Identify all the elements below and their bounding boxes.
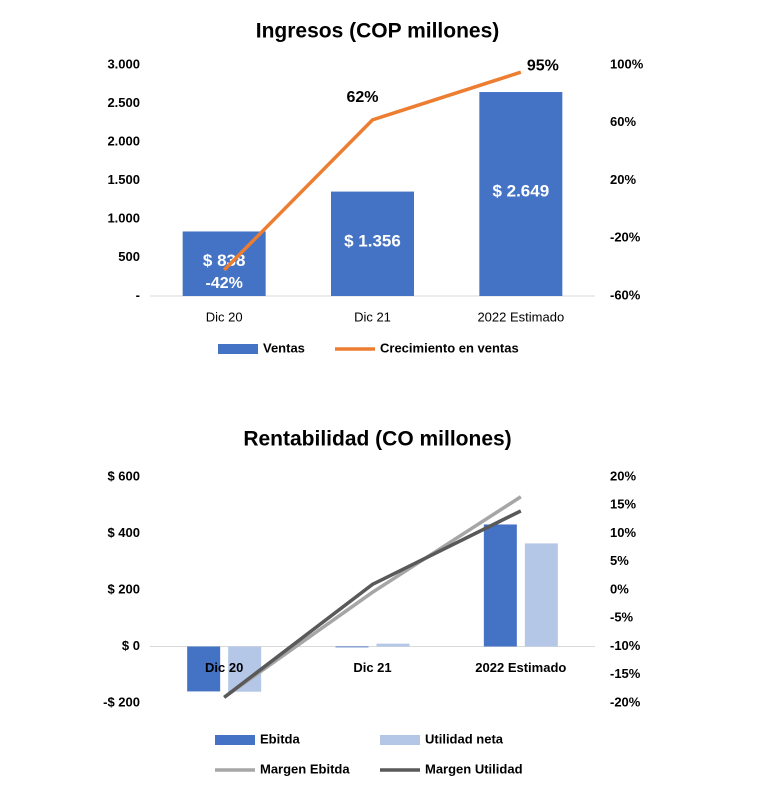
y2-tick-label: 15% bbox=[610, 497, 636, 512]
y2-tick-label: 60% bbox=[610, 114, 636, 129]
y2-tick-label: -15% bbox=[610, 666, 641, 681]
y-tick-label: $ 0 bbox=[122, 638, 140, 653]
chart-title: Rentabilidad (CO millones) bbox=[243, 428, 511, 451]
bar-value-label: $ 2.649 bbox=[492, 181, 549, 200]
y-tick-label: 1.000 bbox=[107, 210, 140, 225]
y-tick-label: $ 200 bbox=[107, 581, 140, 596]
bar bbox=[524, 543, 558, 647]
legend-label: Ebitda bbox=[260, 731, 300, 746]
bar bbox=[479, 92, 563, 296]
y2-tick-label: -5% bbox=[610, 610, 634, 625]
line-value-label: 95% bbox=[527, 57, 559, 74]
y2-tick-label: 20% bbox=[610, 468, 636, 483]
bar bbox=[187, 646, 221, 692]
x-tick-label: Dic 20 bbox=[205, 660, 243, 675]
y-tick-label: - bbox=[136, 287, 140, 302]
y-tick-label: -$ 200 bbox=[103, 694, 140, 709]
x-tick-label: Dic 21 bbox=[354, 309, 391, 324]
line-value-label: -42% bbox=[205, 275, 242, 292]
line-value-label: 62% bbox=[346, 89, 378, 106]
y2-tick-label: -20% bbox=[610, 230, 641, 245]
bar bbox=[335, 646, 369, 648]
y2-tick-label: -20% bbox=[610, 694, 641, 709]
legend-swatch bbox=[218, 344, 258, 354]
y-tick-label: $ 400 bbox=[107, 525, 140, 540]
y-tick-label: 2.000 bbox=[107, 133, 140, 148]
y-tick-label: 1.500 bbox=[107, 172, 140, 187]
y2-tick-label: 10% bbox=[610, 525, 636, 540]
bar-value-label: $ 838 bbox=[203, 251, 246, 270]
y2-tick-label: 5% bbox=[610, 553, 629, 568]
legend-label: Utilidad neta bbox=[425, 731, 504, 746]
legend-label: Margen Utilidad bbox=[425, 761, 523, 776]
line-series bbox=[222, 70, 522, 272]
bar bbox=[483, 524, 517, 647]
legend-label: Ventas bbox=[263, 340, 305, 355]
bar bbox=[376, 643, 410, 647]
line-series bbox=[223, 495, 522, 699]
x-tick-label: Dic 21 bbox=[353, 660, 391, 675]
legend-swatch bbox=[215, 735, 255, 745]
y-tick-label: 3.000 bbox=[107, 56, 140, 71]
line-series bbox=[223, 509, 522, 699]
legend-label: Crecimiento en ventas bbox=[380, 340, 519, 355]
chart-title: Ingresos (COP millones) bbox=[256, 20, 500, 43]
y-tick-label: 2.500 bbox=[107, 95, 140, 110]
bar-value-label: $ 1.356 bbox=[344, 231, 401, 250]
legend-swatch bbox=[380, 735, 420, 745]
x-tick-label: Dic 20 bbox=[206, 309, 243, 324]
bar bbox=[331, 191, 414, 296]
y2-tick-label: -60% bbox=[610, 287, 641, 302]
y-tick-label: $ 600 bbox=[107, 468, 140, 483]
legend-label: Margen Ebitda bbox=[260, 761, 350, 776]
x-tick-label: 2022 Estimado bbox=[477, 309, 564, 324]
y2-tick-label: -10% bbox=[610, 638, 641, 653]
y-tick-label: 500 bbox=[118, 249, 140, 264]
x-tick-label: 2022 Estimado bbox=[475, 660, 566, 675]
y2-tick-label: 20% bbox=[610, 172, 636, 187]
y2-tick-label: 100% bbox=[610, 56, 644, 71]
y2-tick-label: 0% bbox=[610, 581, 629, 596]
